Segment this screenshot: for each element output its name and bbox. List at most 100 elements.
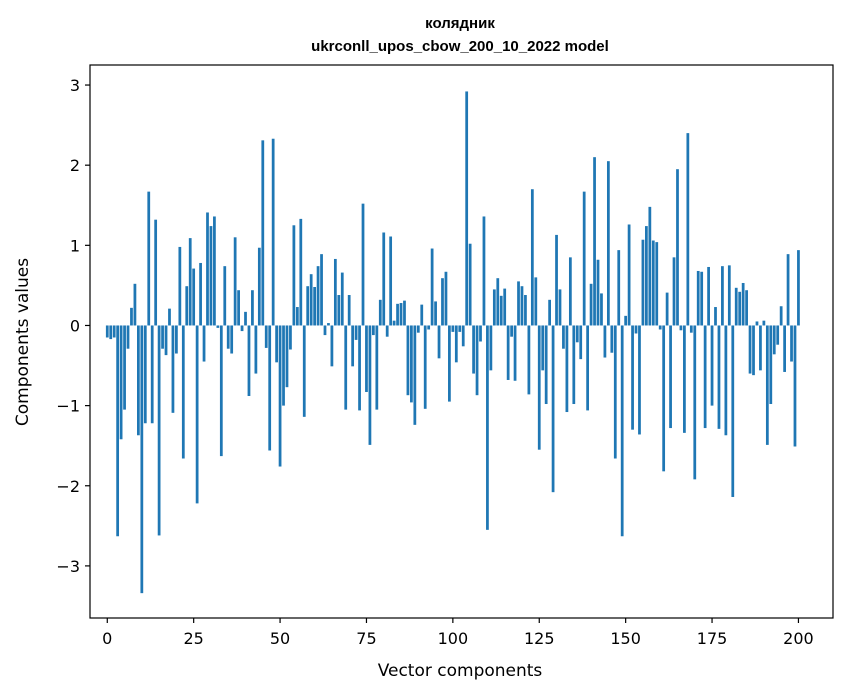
- y-tick-label: −1: [56, 397, 80, 416]
- bar: [683, 325, 686, 433]
- bar: [251, 290, 254, 326]
- chart-subtitle: ukrconll_upos_cbow_200_10_2022 model: [311, 38, 609, 55]
- bar: [161, 325, 164, 349]
- bar: [410, 325, 413, 403]
- bar: [686, 133, 690, 326]
- x-tick-label: 75: [356, 629, 376, 648]
- x-tick-label: 100: [438, 629, 469, 648]
- bar: [776, 325, 780, 345]
- bar: [389, 236, 393, 326]
- bar: [672, 257, 676, 326]
- bar: [105, 325, 109, 338]
- bar: [548, 299, 551, 326]
- bar: [513, 325, 517, 381]
- bar: [213, 216, 216, 326]
- bar: [461, 325, 465, 347]
- bar: [327, 323, 330, 326]
- bar: [472, 325, 475, 374]
- bar: [209, 226, 213, 326]
- bar: [347, 295, 351, 326]
- bar: [330, 325, 334, 367]
- bar: [765, 325, 769, 445]
- bar: [544, 325, 548, 405]
- bar: [489, 325, 493, 371]
- bar: [448, 325, 451, 402]
- bar: [793, 325, 797, 447]
- bar: [638, 325, 641, 435]
- bar: [320, 254, 323, 326]
- bar: [261, 140, 265, 326]
- bar: [126, 325, 130, 349]
- bar: [206, 212, 209, 326]
- bar: [233, 237, 237, 326]
- bars-group: [105, 91, 800, 594]
- bar: [738, 291, 742, 326]
- bar: [264, 325, 268, 348]
- bar: [752, 325, 755, 376]
- bar: [524, 295, 527, 326]
- bar: [651, 240, 655, 326]
- y-tick-label: −3: [56, 557, 80, 576]
- bar: [772, 325, 776, 355]
- bar: [137, 325, 140, 436]
- bar: [240, 325, 244, 332]
- bar: [620, 325, 624, 537]
- bar: [247, 325, 251, 396]
- bar: [375, 325, 379, 410]
- x-axis-ticks: 0 25 50 75 100 125 150 175 200: [102, 618, 814, 648]
- bar: [565, 325, 569, 413]
- bar: [437, 325, 441, 359]
- x-tick-label: 200: [783, 629, 814, 648]
- bar: [192, 268, 196, 326]
- bar: [112, 325, 116, 338]
- bar: [534, 277, 538, 326]
- bar: [600, 293, 603, 326]
- bar: [454, 325, 458, 363]
- bar: [430, 248, 434, 326]
- y-tick-label: 1: [70, 236, 80, 255]
- bar: [468, 243, 472, 326]
- bar: [486, 325, 489, 530]
- x-tick-label: 175: [697, 629, 728, 648]
- bar: [520, 286, 524, 326]
- bar: [309, 274, 313, 326]
- bar: [755, 321, 759, 326]
- bar: [748, 325, 752, 374]
- bar: [188, 238, 192, 326]
- bar: [589, 283, 593, 326]
- bar: [693, 325, 697, 480]
- plot-frame: [89, 64, 834, 619]
- bar: [285, 325, 289, 388]
- bar: [676, 169, 679, 326]
- bar: [475, 325, 479, 396]
- bar: [517, 281, 520, 326]
- bar: [185, 286, 189, 326]
- bar: [368, 325, 372, 445]
- y-tick-label: 3: [70, 76, 80, 95]
- bar: [143, 325, 147, 424]
- bar: [603, 325, 607, 358]
- bar: [797, 250, 800, 326]
- bar: [527, 325, 531, 395]
- bar: [202, 325, 206, 362]
- bar: [181, 325, 185, 459]
- bar: [406, 325, 410, 396]
- bar: [613, 325, 617, 459]
- bar: [150, 325, 154, 424]
- bar: [295, 307, 299, 326]
- bar: [669, 325, 672, 429]
- bar: [354, 325, 358, 340]
- bar: [541, 325, 545, 371]
- bar: [492, 289, 496, 326]
- bar: [724, 325, 728, 436]
- bar: [655, 242, 659, 326]
- bar: [157, 325, 161, 536]
- bar: [178, 246, 182, 326]
- bar: [382, 232, 386, 326]
- chart-title: колядник: [425, 15, 495, 32]
- bar: [634, 325, 638, 334]
- bar: [199, 262, 202, 326]
- bar: [499, 295, 503, 326]
- bar: [278, 325, 282, 467]
- bar: [562, 325, 565, 349]
